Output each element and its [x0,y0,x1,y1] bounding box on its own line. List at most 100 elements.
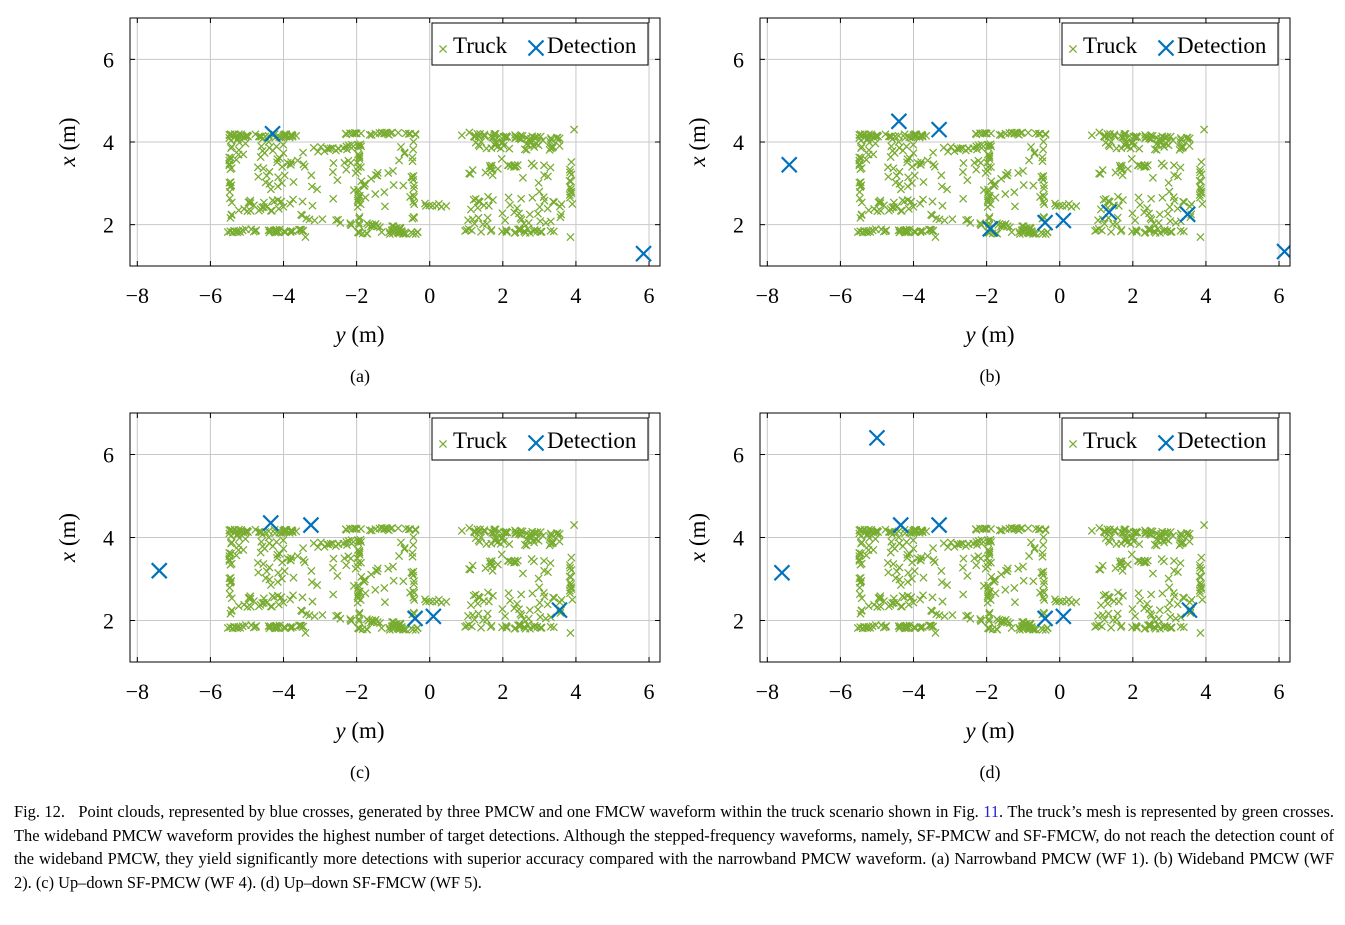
truck-point [377,523,386,533]
truck-point [355,624,364,633]
truck-point [533,605,542,614]
caption-figure-reference-link[interactable]: 11 [983,802,1000,821]
truck-point [1132,132,1141,141]
truck-point [279,544,288,553]
truck-point [517,611,526,620]
truck-point [425,597,434,606]
truck-point [354,185,363,194]
truck-point [408,153,417,162]
truck-point [400,543,409,552]
truck-point [346,614,355,624]
truck-point [961,146,970,155]
truck-point [861,227,870,236]
truck-point [246,206,255,215]
truck-point [466,601,475,610]
truck-point [271,226,280,235]
truck-point [512,162,521,171]
truck-point [1176,143,1185,152]
truck-point [251,525,260,534]
truck-point [904,600,913,609]
truck-point [1136,596,1145,605]
truck-point [389,576,398,585]
truck-point [473,599,482,608]
truck-point [470,219,479,228]
truck-point [513,599,522,608]
y-tick-label: 4 [733,130,744,155]
truck-point [286,595,295,604]
truck-point [377,128,386,137]
truck-point [1195,176,1204,185]
truck-point [478,220,488,229]
truck-point [917,157,926,167]
truck-point [1149,219,1158,228]
truck-point [360,181,369,191]
truck-point [474,213,483,222]
truck-point [1030,543,1039,552]
truck-point [911,526,920,535]
truck-point [511,528,520,537]
truck-point [525,210,534,219]
truck-point [1141,130,1150,140]
truck-point [887,132,896,141]
truck-point [881,525,890,534]
truck-point [475,593,484,602]
detection-point [635,245,652,262]
truck-point [1105,525,1115,534]
truck-point [927,621,936,630]
truck-point [278,162,287,171]
truck-point [496,539,505,548]
truck-point [1197,170,1206,179]
truck-point [279,598,288,607]
truck-point [940,216,949,225]
truck-point [346,219,355,228]
truck-point [1176,539,1185,548]
truck-point [869,545,878,554]
truck-point [226,183,235,192]
truck-point [537,623,546,632]
truck-point [331,541,340,551]
truck-point [946,538,955,547]
truck-point [1135,144,1144,153]
truck-point [442,597,451,606]
truck-point [501,216,510,225]
x-tick-label: 0 [1054,283,1065,308]
truck-point [552,529,562,538]
legend-truck-marker [438,44,448,54]
truck-point [299,160,308,169]
y-axis-unit: (m) [55,117,80,156]
truck-point [909,202,918,211]
truck-point [1109,201,1119,210]
truck-point [1155,210,1164,219]
legend-truck-marker [1068,439,1078,449]
truck-point [969,539,978,548]
truck-point [1128,137,1137,147]
truck-point [342,165,351,174]
truck-point [254,172,263,181]
truck-point [892,171,901,180]
truck-point [514,605,524,614]
truck-point [307,566,316,575]
truck-point [485,161,494,170]
truck-point [286,556,295,565]
detection-point [425,608,442,625]
truck-point [272,537,281,547]
truck-point [857,164,866,173]
truck-point [520,540,529,549]
truck-point [516,225,525,234]
truck-point [371,585,380,594]
truck-point [1178,143,1187,152]
truck-point [272,142,281,151]
truck-point [972,561,981,570]
x-tick-label: 2 [497,283,508,308]
truck-point [421,597,430,606]
truck-point [362,625,371,634]
truck-point [891,178,900,187]
truck-point [895,167,904,176]
truck-point [1039,137,1048,146]
truck-point [931,628,940,637]
truck-point [876,602,885,611]
truck-point [541,218,550,227]
truck-point [1169,588,1178,597]
truck-point [990,179,1000,188]
truck-point [566,168,575,177]
